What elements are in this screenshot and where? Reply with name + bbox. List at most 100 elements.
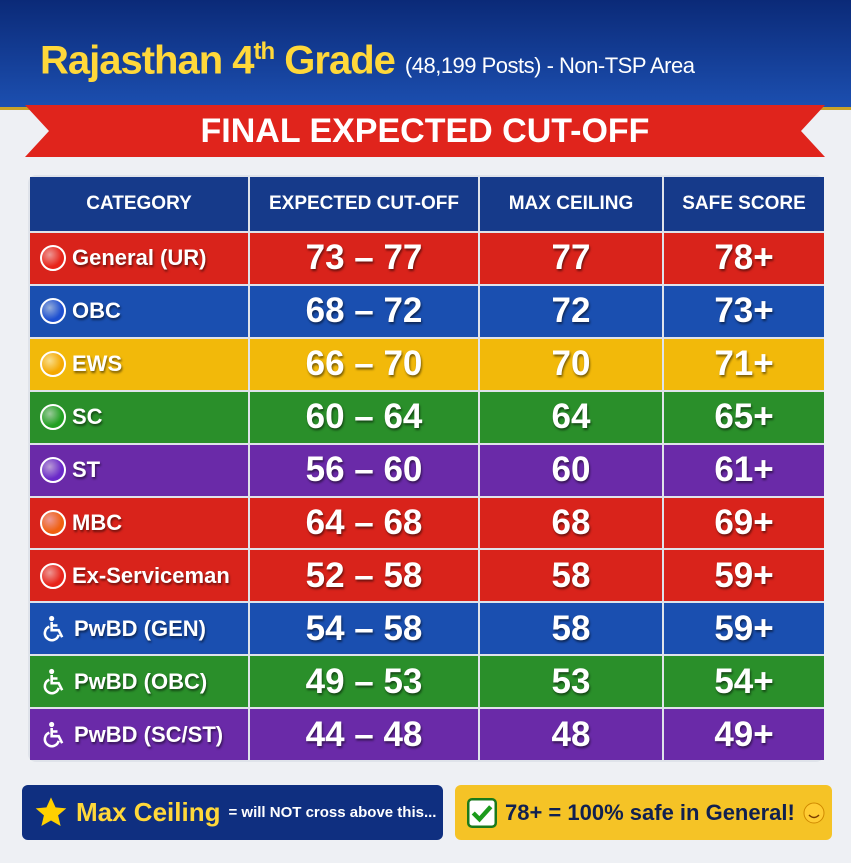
cell-text: 60 [551,450,591,490]
cell-text: 65+ [714,397,774,437]
cell-text: 44 – 48 [305,714,423,754]
category-cell: PwBD (SC/ST) [30,709,248,760]
smile-icon [803,802,825,823]
value-cell: 64 – 68 [250,497,478,549]
cell-text: 61+ [714,450,774,490]
column-header: SAFE SCORE [664,177,824,231]
cell-text: PwBD (GEN) [74,615,206,641]
cell-text: 78+ [714,238,774,278]
cell-text: ST [72,457,101,483]
cell-text: 48 [551,714,591,754]
footer-label: Max Ceiling [76,797,221,827]
value-cell: 54 – 58 [250,603,478,655]
value-cell: 52 – 58 [250,550,478,602]
cell-text: 77 [551,238,591,278]
category-dot [40,298,66,325]
cell-text: 59+ [714,555,774,595]
value-cell: 69+ [664,497,824,549]
value-cell: 49+ [664,709,824,760]
category-dot [40,457,66,484]
category-cell: General (UR) [30,233,248,284]
wheelchair-icon [43,668,64,695]
title-text: Grade [274,38,396,83]
column-header: MAX CEILING [480,177,662,231]
title-text: Rajasthan 4 [40,38,255,83]
value-cell: 60 – 64 [250,391,478,443]
cell-text: 64 – 68 [305,502,423,542]
cell-text: 49+ [714,714,774,754]
cell-text: 72 [551,291,591,331]
cell-text: Ex-Serviceman [72,562,230,588]
header: Rajasthan 4th Grade (48,199 Posts) - Non-… [0,0,851,110]
value-cell: 70 [480,338,662,390]
value-cell: 73+ [664,285,824,337]
value-cell: 59+ [664,550,824,602]
value-cell: 54+ [664,656,824,708]
cell-text: 53 [551,661,591,701]
category-dot [40,562,66,589]
title-sup: th [253,38,276,65]
value-cell: 72 [480,285,662,337]
value-cell: 78+ [664,233,824,284]
category-cell: PwBD (OBC) [30,656,248,708]
value-cell: 59+ [664,603,824,655]
category-dot [40,404,66,431]
cell-text: 69+ [714,502,774,542]
category-dot [40,245,66,272]
wheelchair-icon [43,615,64,642]
cell-text: 66 – 70 [305,344,423,384]
value-cell: 60 [480,444,662,496]
value-cell: 71+ [664,338,824,390]
value-cell: 68 – 72 [250,285,478,337]
value-cell: 73 – 77 [250,233,478,284]
cell-text: PwBD (SC/ST) [74,721,224,747]
category-cell: PwBD (GEN) [30,603,248,655]
check-icon [467,797,497,828]
cell-text: 68 – 72 [305,291,423,331]
value-cell: 58 [480,550,662,602]
cell-text: MBC [72,509,123,535]
cell-text: 56 – 60 [305,450,423,490]
footer-right: 78+ = 100% safe in General! [455,785,832,840]
cell-text: 73 – 77 [305,238,423,278]
category-cell: EWS [30,338,248,390]
cell-text: PwBD (OBC) [74,668,208,694]
column-header: CATEGORY [30,177,248,231]
value-cell: 53 [480,656,662,708]
cell-text: 54 – 58 [305,608,423,648]
cell-text: 58 [551,608,591,648]
cell-text: 52 – 58 [305,555,423,595]
cell-text: 49 – 53 [305,661,423,701]
footer-note: 78+ = 100% safe in General! [505,799,795,825]
wheelchair-icon [43,721,64,747]
value-cell: 77 [480,233,662,284]
value-cell: 48 [480,709,662,760]
category-cell: OBC [30,285,248,337]
value-cell: 49 – 53 [250,656,478,708]
value-cell: 44 – 48 [250,709,478,760]
value-cell: 66 – 70 [250,338,478,390]
footer-left: Max Ceiling = will NOT cross above this.… [22,785,443,840]
cell-text: 70 [551,344,591,384]
cell-text: General (UR) [72,245,207,271]
cell-text: 73+ [714,291,774,331]
value-cell: 65+ [664,391,824,443]
banner: FINAL EXPECTED CUT-OFF [25,105,825,157]
cell-text: OBC [72,298,121,324]
category-cell: Ex-Serviceman [30,550,248,602]
star-icon [35,796,67,826]
title: Rajasthan 4th Grade (48,199 Posts) - Non-… [40,38,695,83]
cell-text: 54+ [714,661,774,701]
column-header: EXPECTED CUT-OFF [250,177,478,231]
table: CATEGORY EXPECTED CUT-OFF MAX CEILING SAFE … [28,175,824,762]
subtitle: (48,199 Posts) - Non-TSP Area [404,53,695,79]
cell-text: 64 [551,397,591,437]
footer-note: = will NOT cross above this... [228,804,437,821]
category-cell: MBC [30,497,248,549]
value-cell: 61+ [664,444,824,496]
cell-text: 71+ [714,344,774,384]
cell-text: 60 – 64 [305,397,423,437]
category-cell: SC [30,391,248,443]
cell-text: 59+ [714,608,774,648]
